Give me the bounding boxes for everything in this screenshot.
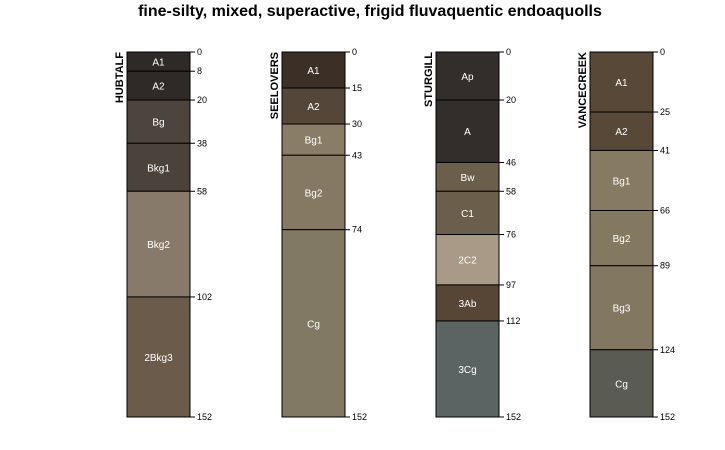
horizon-bkg1 <box>126 142 191 192</box>
depth-tick-label: 30 <box>352 119 362 129</box>
horizon-label: 2Bkg3 <box>144 353 173 364</box>
horizon-label: Bg1 <box>613 176 631 187</box>
horizon-a1 <box>589 51 654 113</box>
depth-tick-label: 46 <box>506 157 516 167</box>
profile-name-label: STURGILL <box>423 52 435 107</box>
horizon-label: A1 <box>307 66 320 77</box>
depth-tick-label: 89 <box>660 261 670 271</box>
horizon-label: 3Cg <box>458 365 476 376</box>
depth-tick-label: 41 <box>660 145 670 155</box>
depth-tick-label: 152 <box>352 412 367 422</box>
horizon-label: A2 <box>307 102 320 113</box>
horizon-3cg <box>435 320 500 418</box>
horizon-label: Cg <box>615 379 628 390</box>
horizon-ap <box>435 51 500 101</box>
profile-seelovers: A1 A2 Bg1 Bg2 Cg 0 15 30 43 74 152 SEELOVERS <box>269 47 367 422</box>
depth-tick-label: 43 <box>352 150 362 160</box>
profile-vancecreek: A1 A2 Bg1 Bg2 Bg3 Cg 0 25 41 66 89 124 152 VANCECREEK <box>577 47 675 422</box>
depth-tick-label: 76 <box>506 230 516 240</box>
horizon-label: A1 <box>152 58 165 69</box>
horizon-2c2 <box>435 234 500 286</box>
depth-tick-label: 102 <box>197 292 212 302</box>
horizon-label: Cg <box>307 319 320 330</box>
depth-tick-label: 20 <box>506 95 516 105</box>
horizon-2bkg3 <box>126 296 191 418</box>
horizon-bg1 <box>589 149 654 211</box>
horizon-c1 <box>435 190 500 236</box>
profile-sturgill: Ap A Bw C1 2C2 3Ab 3Cg 0 20 46 58 76 97 112 152 STURGIL… <box>423 47 521 422</box>
horizon-bg2 <box>589 209 654 267</box>
profile-name-label: HUBTALF <box>114 52 126 103</box>
depth-tick-label: 0 <box>352 47 357 57</box>
horizon-label: A1 <box>615 78 628 89</box>
horizon-a2 <box>126 70 191 101</box>
horizon-label: Bkg1 <box>147 163 170 174</box>
horizon-label: Bg1 <box>305 136 323 147</box>
horizon-a2 <box>281 87 346 125</box>
depth-tick-label: 38 <box>197 138 207 148</box>
depth-tick-label: 152 <box>197 412 212 422</box>
horizon-a2 <box>589 111 654 151</box>
horizon-a1 <box>281 51 346 89</box>
horizon-label: C1 <box>461 209 474 220</box>
depth-tick-label: 20 <box>197 95 207 105</box>
depth-tick-label: 15 <box>352 83 362 93</box>
horizon-cg <box>281 229 346 418</box>
horizon-label: A <box>464 127 471 138</box>
depth-tick-label: 152 <box>660 412 675 422</box>
chart-title: fine-silty, mixed, superactive, frigid f… <box>138 3 602 20</box>
depth-tick-label: 0 <box>506 47 511 57</box>
depth-tick-label: 58 <box>506 186 516 196</box>
horizon-label: Bg <box>152 118 164 129</box>
depth-tick-label: 74 <box>352 225 362 235</box>
horizon-label: Bw <box>461 173 476 184</box>
horizon-bw <box>435 161 500 192</box>
profiles-group: A1 A2 Bg Bkg1 Bkg2 2Bkg3 0 8 20 38 58 102 152 HUBTALF… <box>114 47 675 422</box>
horizon-bg <box>126 99 191 144</box>
horizon-label: 3Ab <box>459 299 477 310</box>
depth-tick-label: 0 <box>660 47 665 57</box>
horizon-bg2 <box>281 154 346 231</box>
depth-tick-label: 66 <box>660 205 670 215</box>
horizon-label: Bkg2 <box>147 240 170 251</box>
depth-tick-label: 112 <box>506 316 520 326</box>
depth-tick-label: 58 <box>197 186 207 196</box>
depth-tick-label: 124 <box>660 345 675 355</box>
horizon-label: Ap <box>461 72 474 83</box>
horizon-label: 2C2 <box>458 256 477 267</box>
depth-tick-label: 152 <box>506 412 521 422</box>
horizon-label: A2 <box>152 82 165 93</box>
profile-name-label: VANCECREEK <box>577 52 589 128</box>
horizon-label: Bg2 <box>613 234 631 245</box>
horizon-cg <box>589 349 654 418</box>
profile-name-label: SEELOVERS <box>269 52 281 119</box>
depth-tick-label: 8 <box>197 66 202 76</box>
depth-tick-label: 0 <box>197 47 202 57</box>
horizon-label: Bg3 <box>613 304 631 315</box>
horizon-label: A2 <box>615 127 628 138</box>
profile-hubtalf: A1 A2 Bg Bkg1 Bkg2 2Bkg3 0 8 20 38 58 102 152 HUBTALF <box>114 47 212 422</box>
horizon-3ab <box>435 284 500 322</box>
depth-tick-label: 25 <box>660 107 670 117</box>
horizon-label: Bg2 <box>305 188 323 199</box>
horizon-a <box>435 99 500 163</box>
depth-tick-label: 97 <box>506 280 516 290</box>
